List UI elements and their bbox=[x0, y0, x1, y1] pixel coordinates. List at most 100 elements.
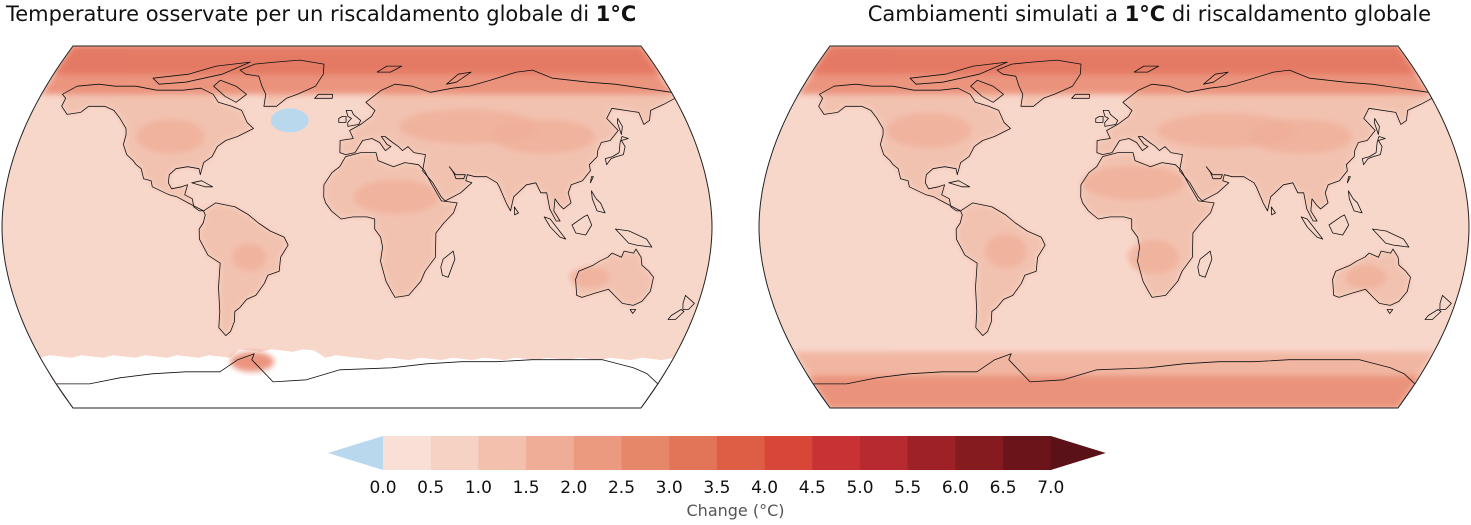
colorbar-segment bbox=[383, 436, 432, 470]
land-warming-northAmerica bbox=[818, 84, 1011, 211]
coastline-taiwan bbox=[1347, 176, 1351, 184]
coastline-sriLanka bbox=[1270, 206, 1276, 216]
panel-title-simulated: Cambiamenti simulati a 1°C di riscaldame… bbox=[868, 2, 1431, 26]
warm-hotspot-4 bbox=[985, 234, 1027, 269]
coastline-ireland bbox=[1095, 116, 1104, 123]
simulated-warming-map bbox=[758, 45, 1470, 409]
coastline-antarctica bbox=[55, 353, 659, 408]
colorbar-tick-label: 4.0 bbox=[751, 478, 779, 498]
colorbar-segment bbox=[526, 436, 575, 470]
warm-hotspot-6 bbox=[1127, 240, 1179, 275]
coastline-iceland bbox=[1071, 93, 1090, 99]
coastline-svalbard bbox=[1133, 65, 1160, 73]
colorbar-segment bbox=[955, 436, 1004, 470]
warm-hotspot-4 bbox=[232, 243, 267, 271]
coastline-arabiaGulf bbox=[1205, 166, 1223, 180]
observed-warming-map bbox=[1, 45, 713, 409]
coastline-arabiaGulf bbox=[448, 166, 466, 180]
coastline-taiwan bbox=[590, 176, 594, 184]
coastline-newZealand bbox=[682, 295, 695, 310]
coastline-arcticIslands bbox=[152, 61, 251, 85]
colorbar-below-arrow bbox=[328, 436, 383, 470]
warm-hotspot-3 bbox=[353, 179, 439, 214]
coastline-southAmerica bbox=[198, 202, 289, 336]
no-data-antarctica bbox=[40, 349, 674, 408]
map-border bbox=[758, 45, 1470, 409]
title-text: Temperature osservate per un riscaldamen… bbox=[6, 2, 596, 26]
colorbar bbox=[328, 436, 1106, 470]
warm-hotspot-5 bbox=[569, 267, 610, 288]
colorbar-segment bbox=[669, 436, 718, 470]
colorbar-segment bbox=[621, 436, 670, 470]
coastline-northAmerica bbox=[818, 83, 1011, 212]
coastline-tasmania bbox=[629, 309, 637, 314]
colorbar-tick-label: 6.5 bbox=[989, 478, 1017, 498]
coastline-sakhalin bbox=[616, 118, 623, 135]
coastline-sumatra bbox=[543, 216, 567, 240]
colorbar-segment bbox=[812, 436, 861, 470]
coastline-southAmerica bbox=[955, 202, 1046, 336]
warm-hotspot-5 bbox=[1345, 265, 1387, 290]
coastline-britain bbox=[345, 110, 362, 127]
colorbar-tick-label: 5.0 bbox=[846, 478, 874, 498]
coastline-eurasia bbox=[339, 69, 676, 222]
coastline-arcticIslands bbox=[909, 61, 1008, 85]
colorbar-tick-label: 0.5 bbox=[417, 478, 445, 498]
north-atlantic-cooling bbox=[270, 108, 309, 133]
coastline-borneo bbox=[1328, 214, 1350, 236]
coastline-sriLanka bbox=[513, 206, 519, 216]
panel-title-observed: Temperature osservate per un riscaldamen… bbox=[6, 2, 636, 26]
coastline-greenland bbox=[996, 59, 1082, 107]
map-border bbox=[1, 45, 713, 409]
coastline-ireland bbox=[338, 116, 347, 123]
land-warming-southAmerica bbox=[956, 202, 1046, 336]
colorbar-tick-label: 7.0 bbox=[1037, 478, 1065, 498]
colorbar-segment bbox=[478, 436, 527, 470]
coastline-tasmania bbox=[1386, 309, 1394, 314]
land-warming-australia bbox=[575, 249, 654, 306]
coastline-japan bbox=[1361, 136, 1386, 166]
colorbar-segment bbox=[860, 436, 909, 470]
coastline-newZealand bbox=[1439, 295, 1452, 310]
coastline-philippines bbox=[591, 190, 606, 214]
warm-hotspot-2 bbox=[136, 119, 205, 154]
warm-hotspot-2 bbox=[886, 113, 972, 148]
colorbar-label: Change (°C) bbox=[686, 501, 785, 520]
colorbar-tick-label: 4.5 bbox=[798, 478, 826, 498]
coastline-newZealandS bbox=[667, 309, 685, 320]
colorbar-segment bbox=[573, 436, 623, 470]
title-text: Cambiamenti simulati a bbox=[867, 2, 1125, 26]
colorbar-tick-label: 1.0 bbox=[464, 478, 492, 498]
colorbar-segment bbox=[1003, 436, 1052, 470]
coastline-novaya bbox=[1203, 71, 1229, 85]
coastline-philippines bbox=[1348, 190, 1363, 214]
colorbar-segment bbox=[764, 436, 813, 470]
coastline-newGuinea bbox=[615, 228, 653, 248]
coastline-sumatra bbox=[1300, 216, 1324, 240]
coastline-africa bbox=[323, 152, 458, 298]
coastline-cuba bbox=[948, 180, 971, 188]
warm-hotspot-0 bbox=[1082, 165, 1185, 200]
coastline-baffin bbox=[213, 79, 247, 103]
coastline-cuba bbox=[191, 180, 214, 188]
colorbar-segment bbox=[430, 436, 479, 470]
colorbar-tick-label: 2.5 bbox=[607, 478, 636, 498]
coastline-japan bbox=[604, 136, 629, 166]
coastline-antarctica bbox=[812, 353, 1416, 408]
colorbar-tick-label: 3.0 bbox=[655, 478, 683, 498]
coastline-sakhalin bbox=[1373, 118, 1380, 135]
colorbar-tick-label: 6.0 bbox=[941, 478, 969, 498]
coastline-baffin bbox=[970, 79, 1004, 103]
title-bold-value: 1°C bbox=[1124, 2, 1166, 26]
warm-hotspot-3 bbox=[1249, 119, 1352, 154]
coastline-madagascar bbox=[1197, 250, 1213, 278]
coastline-africa bbox=[1080, 152, 1215, 298]
colorbar-segment bbox=[907, 436, 956, 470]
coastline-australia bbox=[575, 248, 654, 306]
coastline-newZealandS bbox=[1424, 309, 1442, 320]
arctic-hot-band bbox=[810, 46, 1418, 75]
title-suffix: di riscaldamento globale bbox=[1165, 2, 1431, 26]
coastline-northAmerica bbox=[61, 83, 254, 212]
coastline-greenland bbox=[239, 59, 325, 107]
coastline-svalbard bbox=[376, 65, 403, 73]
